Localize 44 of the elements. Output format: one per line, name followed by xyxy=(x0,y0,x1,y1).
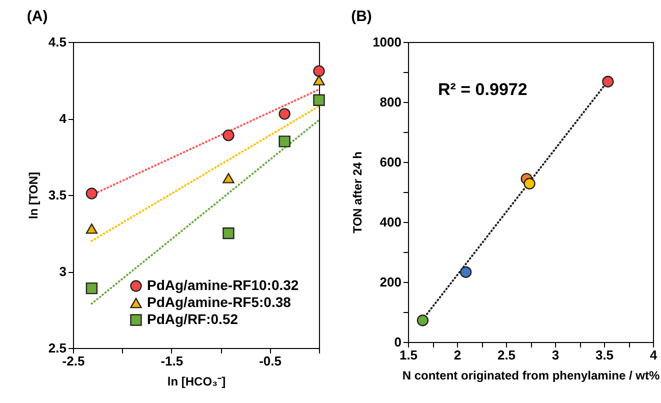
x-tick-label: 3.5 xyxy=(595,348,614,362)
x-tick-label: -2.5 xyxy=(62,354,85,368)
y-tick-label: 800 xyxy=(380,94,402,110)
y-tick-label: 600 xyxy=(380,154,402,170)
point xyxy=(222,227,234,240)
point xyxy=(416,314,429,326)
x-axis-title: N content originated from phenylamine / wt% xyxy=(402,368,660,382)
y-tick-label: 1000 xyxy=(372,34,402,50)
y-tick-label: 4 xyxy=(59,111,68,126)
chart-title: (A) xyxy=(26,8,48,25)
y-tick-label: 400 xyxy=(380,214,402,230)
y-tick-label: 3.5 xyxy=(48,188,66,202)
point xyxy=(460,266,472,278)
legend-label: PdAg/amine-RF10:0.32 xyxy=(147,277,299,293)
x-tick-label: -1.5 xyxy=(160,354,184,368)
point xyxy=(313,75,325,86)
point xyxy=(602,76,614,88)
x-tick-label: 2.5 xyxy=(497,348,516,362)
point xyxy=(313,65,325,77)
point xyxy=(524,178,536,190)
x-axis-title: ln [HCO₃⁻] xyxy=(167,374,226,388)
y-axis-title: ln [TON] xyxy=(26,172,40,220)
x-tick-label: 1.5 xyxy=(399,348,418,362)
point xyxy=(278,136,290,148)
x-tick-label: -0.5 xyxy=(259,354,282,368)
annotation: R² = 0.9972 xyxy=(438,80,528,99)
y-tick-label: 4.5 xyxy=(48,34,66,50)
legend-label: PdAg/RF:0.52 xyxy=(147,311,238,327)
point xyxy=(86,282,98,294)
point xyxy=(278,108,290,120)
x-tick-label: 2 xyxy=(454,348,462,362)
x-tick-label: 4 xyxy=(650,348,658,362)
chart-title: (B) xyxy=(351,8,372,25)
point xyxy=(222,129,234,142)
y-tick-label: 3 xyxy=(59,264,66,279)
point xyxy=(313,94,325,106)
y-tick-label: 200 xyxy=(380,274,402,290)
legend-label: PdAg/amine-RF5:0.38 xyxy=(147,294,292,310)
point xyxy=(222,173,234,184)
y-axis-title: TON after 24 h xyxy=(350,152,365,234)
x-tick-label: 3 xyxy=(552,348,560,362)
point xyxy=(86,188,98,200)
y-tick-label: 0 xyxy=(394,334,402,350)
point xyxy=(86,224,98,234)
